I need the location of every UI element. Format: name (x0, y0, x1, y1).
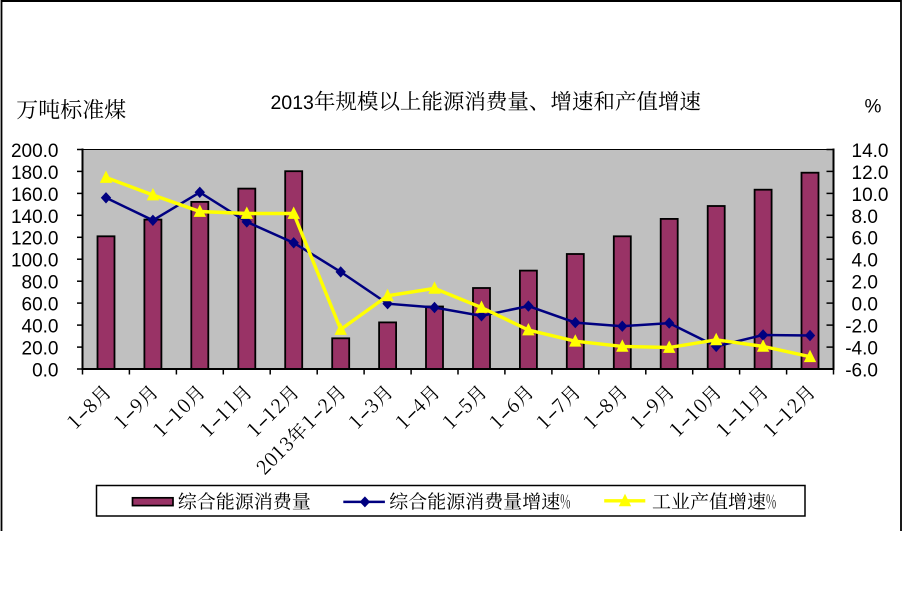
svg-text:2.0: 2.0 (852, 273, 878, 294)
svg-text:160.0: 160.0 (11, 185, 59, 206)
svg-text:120.0: 120.0 (11, 229, 59, 250)
svg-text:60.0: 60.0 (22, 295, 59, 316)
svg-text:10.0: 10.0 (852, 185, 889, 206)
svg-text:-6.0: -6.0 (845, 360, 878, 381)
svg-text:100.0: 100.0 (11, 251, 59, 272)
svg-text:80.0: 80.0 (22, 273, 59, 294)
svg-text:0.0: 0.0 (32, 360, 58, 381)
svg-text:14.0: 14.0 (852, 141, 889, 162)
svg-text:12.0: 12.0 (852, 163, 889, 184)
svg-text:-2.0: -2.0 (845, 317, 878, 338)
svg-text:40.0: 40.0 (22, 317, 59, 338)
svg-text:140.0: 140.0 (11, 207, 59, 228)
svg-text:180.0: 180.0 (11, 163, 59, 184)
svg-text:0.0: 0.0 (852, 295, 878, 316)
svg-text:%: % (865, 97, 882, 118)
svg-text:200.0: 200.0 (11, 141, 59, 162)
svg-text:-4.0: -4.0 (845, 338, 878, 359)
svg-text:20.0: 20.0 (22, 338, 59, 359)
svg-text:8.0: 8.0 (852, 207, 878, 228)
svg-text:4.0: 4.0 (852, 251, 878, 272)
svg-text:6.0: 6.0 (852, 229, 878, 250)
